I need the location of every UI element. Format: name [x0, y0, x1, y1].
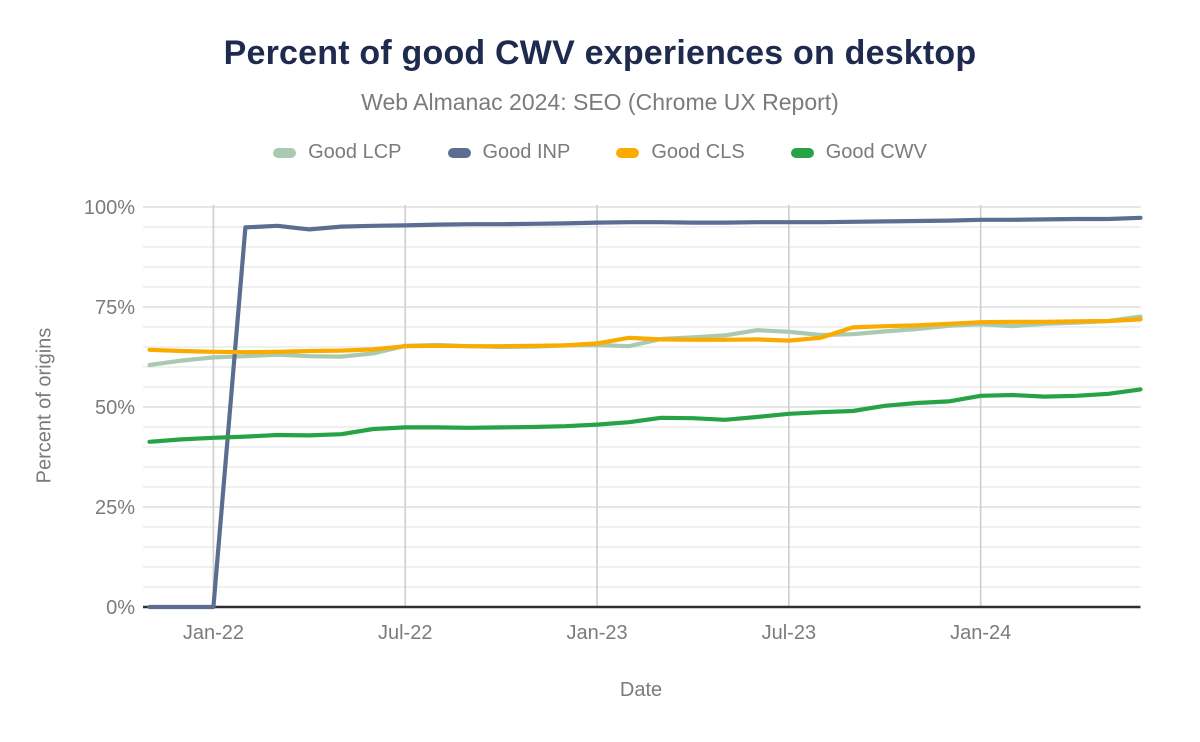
x-tick-label: Jan-23 — [566, 622, 627, 644]
series-line-good-cls — [147, 317, 1143, 355]
x-tick-label: Jul-23 — [762, 622, 816, 644]
y-tick-label: 25% — [95, 497, 135, 519]
chart-subtitle: Web Almanac 2024: SEO (Chrome UX Report) — [361, 89, 839, 115]
legend-label: Good INP — [482, 141, 571, 163]
legend-swatch-good-inp — [447, 147, 471, 158]
legend-swatch-good-cwv — [790, 147, 814, 158]
legend-label: Good LCP — [308, 141, 402, 163]
legend-swatch-good-lcp — [273, 147, 297, 158]
chart-legend: Good LCP Good INP Good CLS Good CWV — [0, 141, 1200, 164]
legend-item-good-inp: Good INP — [447, 141, 571, 164]
series-line-good-inp — [147, 215, 1143, 610]
legend-item-good-cwv: Good CWV — [790, 141, 927, 164]
y-axis-title: Percent of origins — [33, 327, 56, 484]
x-axis-title: Date — [619, 679, 663, 701]
y-tick-label: 0% — [106, 597, 135, 619]
y-tick-label: 75% — [95, 297, 135, 319]
legend-label: Good CWV — [825, 141, 927, 163]
legend-item-good-lcp: Good LCP — [273, 141, 402, 164]
x-tick-label: Jan-22 — [183, 622, 244, 644]
y-tick-label: 50% — [95, 397, 135, 419]
chart-title: Percent of good CWV experiences on deskt… — [223, 34, 977, 72]
x-tick-label: Jan-24 — [950, 622, 1011, 644]
series-line-good-cwv — [147, 387, 1143, 444]
y-tick-label: 100% — [84, 197, 135, 219]
legend-swatch-good-cls — [616, 147, 640, 158]
legend-item-good-cls: Good CLS — [616, 141, 745, 164]
legend-label: Good CLS — [651, 141, 745, 163]
x-tick-label: Jul-22 — [378, 622, 432, 644]
